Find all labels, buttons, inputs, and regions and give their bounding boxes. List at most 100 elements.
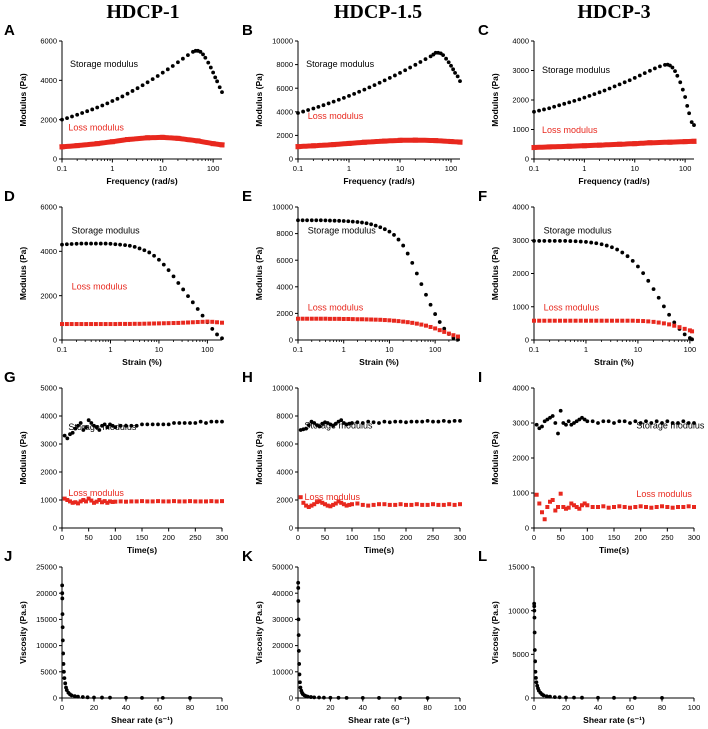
data-point-i <box>606 505 611 510</box>
loss-modulus-band-a <box>59 134 225 150</box>
series-i-storage-modulus <box>534 408 696 436</box>
data-point-g <box>209 419 214 424</box>
y-tick-label-g: 5000 <box>40 384 57 393</box>
data-point-c <box>602 88 607 93</box>
data-point-f <box>682 332 687 337</box>
data-point-a <box>105 101 110 106</box>
data-point-e <box>350 317 355 322</box>
data-point-e <box>410 260 415 265</box>
y-tick-label-a: 4000 <box>40 76 57 85</box>
data-point-h <box>382 502 387 507</box>
data-point-e <box>428 302 433 307</box>
data-point-i <box>569 501 574 506</box>
data-point-i <box>590 419 595 424</box>
data-point-f <box>667 322 672 327</box>
data-point-i <box>545 505 550 509</box>
data-point-b <box>346 140 352 146</box>
data-point-i <box>585 503 590 508</box>
data-point-d <box>98 322 103 327</box>
panel-letter-c: C <box>478 22 489 39</box>
data-point-h <box>409 502 414 507</box>
data-point-c <box>670 65 675 70</box>
data-point-g <box>140 499 144 504</box>
series-label-d-1: Loss modulus <box>72 281 128 291</box>
data-point-g <box>214 419 219 424</box>
data-point-e <box>341 219 346 223</box>
data-point-l <box>557 695 562 700</box>
data-point-h <box>341 502 346 507</box>
data-point-i <box>601 504 606 509</box>
data-point-d <box>186 320 191 325</box>
y-tick-label-d: 0 <box>53 336 57 345</box>
y-tick-label-a: 2000 <box>40 115 57 124</box>
data-point-i <box>548 499 552 504</box>
data-point-l <box>632 695 637 700</box>
data-point-h <box>371 502 376 507</box>
data-point-e <box>378 225 383 230</box>
data-point-g <box>182 421 187 425</box>
data-point-g <box>177 421 182 425</box>
series-f-storage-modulus <box>532 239 694 342</box>
data-point-h <box>360 421 365 425</box>
data-point-h <box>333 421 338 426</box>
data-point-i <box>534 422 539 427</box>
data-point-d <box>195 307 200 311</box>
data-point-c <box>680 87 685 92</box>
data-point-e <box>396 319 401 324</box>
y-tick-label-k: 50000 <box>272 563 293 572</box>
series-g-loss-modulus <box>62 496 224 506</box>
data-point-j <box>60 596 65 601</box>
data-point-d <box>176 320 181 325</box>
data-point-c <box>612 84 617 89</box>
data-point-c <box>652 66 657 71</box>
data-point-h <box>436 419 441 424</box>
data-point-j <box>60 591 65 596</box>
data-point-d <box>123 243 127 248</box>
y-tick-label-k: 40000 <box>272 589 293 598</box>
data-point-e <box>451 333 456 338</box>
data-point-c <box>658 64 662 69</box>
data-point-c <box>537 108 541 113</box>
y-tick-label-e: 0 <box>289 336 293 345</box>
data-point-c <box>682 139 688 145</box>
y-tick-label-f: 1000 <box>512 302 529 311</box>
data-point-i <box>556 431 560 436</box>
data-point-a <box>115 96 120 101</box>
x-tick-label-j: 20 <box>90 703 98 712</box>
data-point-l <box>612 695 616 700</box>
data-point-g <box>70 500 75 505</box>
data-point-f <box>630 318 635 323</box>
data-point-h <box>355 501 360 506</box>
series-label-b-0: Storage modulus <box>306 59 375 69</box>
y-tick-label-k: 10000 <box>272 667 293 676</box>
x-tick-label-i: 200 <box>634 533 647 542</box>
data-point-c <box>597 90 602 95</box>
data-point-a <box>74 143 80 149</box>
data-point-f <box>563 239 568 243</box>
y-tick-label-e: 10000 <box>272 203 293 212</box>
data-point-d <box>152 321 157 326</box>
data-point-i <box>612 421 616 425</box>
data-point-e <box>314 218 319 223</box>
data-point-d <box>89 241 93 246</box>
y-tick-label-c: 4000 <box>512 37 529 46</box>
data-point-i <box>665 505 670 509</box>
x-tick-label-f: 10 <box>634 345 642 354</box>
y-tick-label-h: 6000 <box>276 440 293 449</box>
data-point-g <box>102 422 107 427</box>
y-tick-label-f: 2000 <box>512 269 529 278</box>
data-point-i <box>686 504 691 509</box>
data-point-e <box>382 318 387 323</box>
y-tick-label-l: 10000 <box>508 606 529 615</box>
data-point-e <box>428 324 433 329</box>
data-point-e <box>378 317 383 322</box>
y-tick-label-g: 3000 <box>40 440 57 449</box>
x-tick-label-i: 50 <box>556 533 564 542</box>
data-point-g <box>220 499 224 504</box>
x-tick-label-h: 300 <box>454 533 467 542</box>
data-point-f <box>625 318 630 323</box>
data-point-k <box>297 672 302 677</box>
data-point-g <box>124 499 128 504</box>
x-tick-label-e: 100 <box>429 345 442 354</box>
x-tick-label-k: 40 <box>359 703 367 712</box>
